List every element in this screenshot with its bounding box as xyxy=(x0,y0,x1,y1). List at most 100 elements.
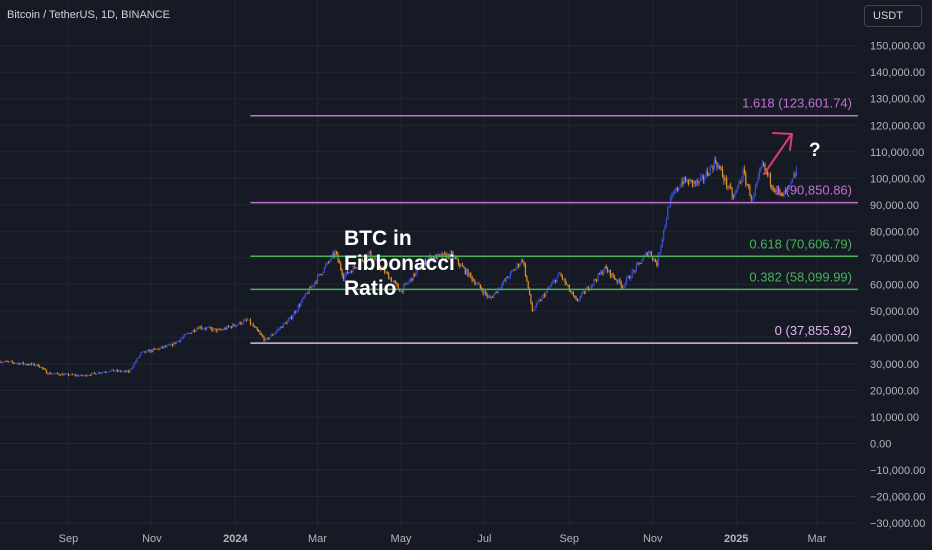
candle-body xyxy=(315,282,317,283)
candle-body xyxy=(338,260,340,264)
candle-body xyxy=(360,259,362,262)
candle-body xyxy=(476,283,479,285)
candle-body xyxy=(169,344,171,346)
candle-body xyxy=(349,271,351,273)
candle-body xyxy=(461,264,464,267)
candle-body xyxy=(7,361,9,363)
candle-body xyxy=(418,267,420,270)
candle-body xyxy=(486,294,488,297)
candle-body xyxy=(708,175,710,176)
candle-body xyxy=(188,333,190,334)
candle-body xyxy=(524,264,527,277)
candle-body xyxy=(310,287,312,289)
candle-body xyxy=(403,285,405,293)
candle-body xyxy=(396,282,398,285)
candle-body xyxy=(329,260,331,262)
candle-body xyxy=(170,343,172,345)
candle-body xyxy=(511,270,513,272)
candle-body xyxy=(423,260,425,265)
candle-body xyxy=(158,348,160,350)
candle-body xyxy=(591,284,594,286)
candle-body xyxy=(102,372,104,373)
candle-body xyxy=(368,250,371,254)
candle-body xyxy=(528,288,531,295)
candle-body xyxy=(470,272,472,277)
candle-body xyxy=(108,371,111,373)
candle-body xyxy=(496,291,498,293)
candle-body xyxy=(284,322,286,324)
fibonacci-retracement[interactable]: 1.618 (123,601.74) 1 (90,850.86) 0.618 (70… xyxy=(250,96,858,344)
candle-body xyxy=(676,187,678,191)
candle-body xyxy=(14,363,16,364)
candle-body xyxy=(501,283,503,289)
candle-body xyxy=(489,296,491,298)
candle-body xyxy=(561,275,564,280)
candle-body xyxy=(615,278,617,280)
candle-body xyxy=(47,373,49,375)
currency-button[interactable]: USDT xyxy=(864,5,922,27)
y-tick-label: −20,000.00 xyxy=(870,492,925,504)
candle-body xyxy=(507,277,509,278)
candle-body xyxy=(74,374,76,376)
candle-body xyxy=(372,258,375,260)
candle-body xyxy=(572,292,574,296)
candle-body xyxy=(210,327,212,329)
candle-body xyxy=(60,373,63,376)
candle-body xyxy=(2,362,4,363)
candle-body xyxy=(597,273,599,281)
candle-body xyxy=(637,262,639,265)
candle-body xyxy=(502,280,505,284)
time-axis[interactable]: Sep Nov 2024 Mar May Jul Sep Nov 2025 Mar xyxy=(59,533,827,545)
y-tick-label: 50,000.00 xyxy=(870,306,919,318)
candle-body xyxy=(230,326,232,328)
chart-grid xyxy=(0,0,858,527)
candle-body xyxy=(268,337,271,340)
candle-body xyxy=(468,272,470,277)
candle-body xyxy=(0,361,1,363)
candle-body xyxy=(793,174,795,179)
candle-body xyxy=(648,251,650,257)
candle-body xyxy=(630,277,632,279)
candle-body xyxy=(710,166,713,168)
candle-body xyxy=(492,297,494,298)
candle-body xyxy=(237,324,239,325)
candle-body xyxy=(348,272,350,274)
candle-body xyxy=(301,298,304,302)
candle-body xyxy=(195,330,197,332)
y-tick-label: 90,000.00 xyxy=(870,200,919,212)
candle-body xyxy=(758,170,761,176)
question-mark-annotation[interactable]: ? xyxy=(809,140,821,161)
candle-body xyxy=(667,207,669,220)
candle-body xyxy=(652,257,654,260)
candle-body xyxy=(266,337,268,339)
candle-body xyxy=(279,326,282,329)
candle-body xyxy=(459,263,461,267)
candle-body xyxy=(48,372,50,375)
trend-arrow-icon[interactable] xyxy=(763,132,793,175)
candle-body xyxy=(771,184,773,188)
candle-body xyxy=(26,364,28,366)
candle-body xyxy=(222,329,224,331)
candle-body xyxy=(638,262,640,264)
candle-body xyxy=(248,319,250,321)
candle-body xyxy=(719,165,721,169)
candle-body xyxy=(594,279,596,281)
candle-body xyxy=(390,278,392,282)
candle-body xyxy=(787,187,789,189)
candle-body xyxy=(114,371,116,372)
candle-body xyxy=(687,180,689,185)
candle-body xyxy=(378,260,380,266)
candle-body xyxy=(585,289,587,294)
candle-body xyxy=(422,264,424,268)
candle-body xyxy=(363,261,365,262)
fib-level-label: 1.618 (123,601.74) xyxy=(742,96,852,111)
candle-body xyxy=(304,293,306,298)
candle-body xyxy=(318,273,320,276)
price-axis[interactable]: −30,000.00 −20,000.00 −10,000.00 0.00 10,000… xyxy=(870,41,925,530)
candle-body xyxy=(18,362,20,365)
candle-body xyxy=(128,370,130,373)
candle-body xyxy=(608,269,610,273)
candle-body xyxy=(519,263,521,267)
candle-body xyxy=(55,372,57,374)
